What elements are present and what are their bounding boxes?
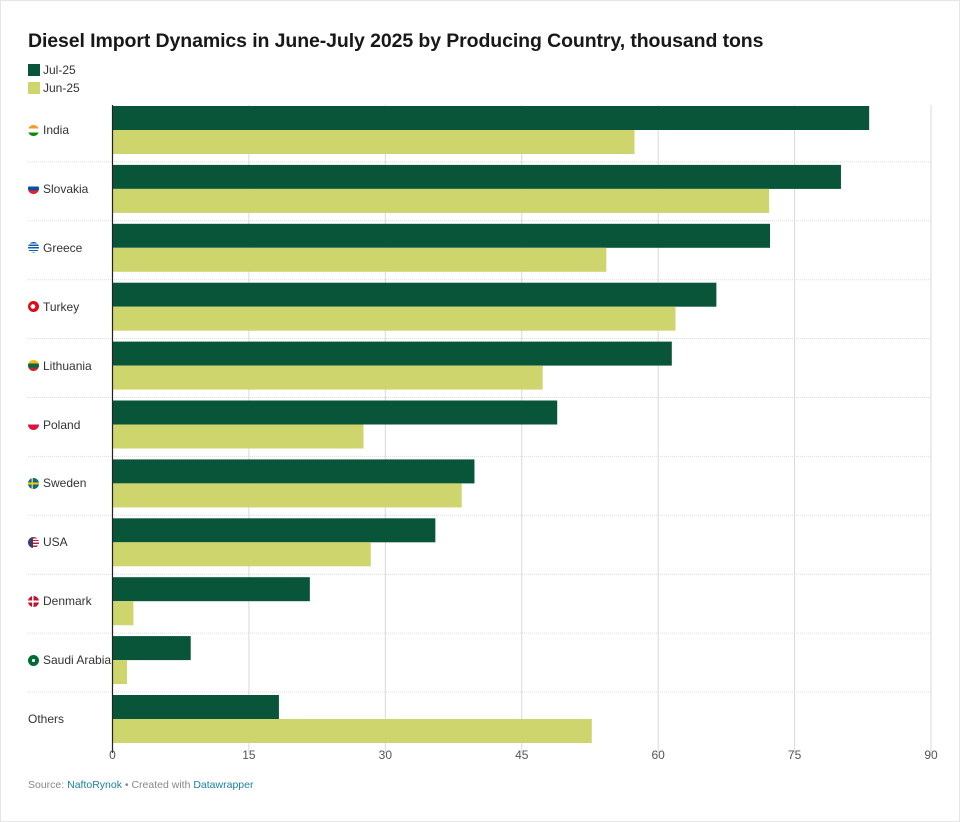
- category-label: Saudi Arabia: [28, 652, 111, 668]
- bar-jun: [112, 601, 134, 626]
- category-label: India: [28, 122, 69, 138]
- category-label: Denmark: [28, 593, 92, 609]
- legend-swatch-jul: [28, 64, 40, 76]
- bar-jun: [112, 719, 592, 743]
- category-label-text: Greece: [43, 240, 83, 255]
- turkey-flag-icon: [28, 301, 39, 313]
- bar-jul: [112, 577, 310, 602]
- category-label: Lithuania: [28, 358, 92, 374]
- lithuania-flag-icon: [28, 360, 39, 372]
- india-flag-icon: [28, 124, 39, 136]
- bar-jun: [112, 542, 371, 567]
- bar-jul: [112, 341, 672, 366]
- bar-jun: [112, 247, 607, 272]
- category-label-text: Others: [28, 712, 65, 726]
- bar-jun: [112, 483, 462, 508]
- category-label: Sweden: [28, 475, 86, 491]
- x-tick-label: 75: [787, 748, 802, 762]
- slovakia-flag-icon: [28, 183, 39, 195]
- x-tick-label: 30: [378, 748, 393, 762]
- legend-label-jun: Jun-25: [43, 81, 80, 95]
- category-label-text: Poland: [43, 417, 81, 432]
- legend-item-jul: Jul-25: [28, 61, 80, 79]
- x-tick-label: 0: [109, 748, 116, 762]
- created-with: • Created with: [121, 779, 194, 791]
- footer: Source: NaftoRynok • Created with Datawr…: [28, 779, 253, 791]
- bar-jul: [112, 223, 771, 248]
- x-tick-label: 60: [651, 748, 665, 762]
- bar-jul: [112, 518, 436, 543]
- category-label-text: Denmark: [43, 594, 92, 609]
- category-label: Greece: [28, 240, 82, 256]
- bar-jul: [112, 282, 717, 307]
- poland-flag-icon: [28, 419, 39, 430]
- category-label-text: Saudi Arabia: [43, 653, 112, 668]
- source-link[interactable]: NaftoRynok: [67, 779, 122, 791]
- bar-jun: [112, 660, 128, 685]
- bar-jun: [112, 424, 364, 449]
- category-label: Others: [28, 711, 64, 727]
- bar-jul: [112, 164, 841, 189]
- saudi-arabia-flag-icon: [28, 654, 39, 666]
- category-label-text: India: [43, 123, 70, 137]
- category-label: USA: [28, 534, 68, 550]
- legend-swatch-jun: [28, 82, 40, 94]
- legend-item-jun: Jun-25: [28, 79, 80, 97]
- source-prefix: Source:: [28, 779, 68, 791]
- x-tick-label: 90: [924, 748, 938, 762]
- bar-jul: [112, 695, 279, 719]
- category-label-text: Lithuania: [43, 358, 92, 373]
- bar-jul: [112, 459, 475, 484]
- bar-jul: [112, 106, 870, 130]
- bar-jun: [112, 365, 543, 390]
- legend-label-jul: Jul-25: [43, 63, 76, 77]
- category-label-text: Slovakia: [43, 181, 89, 196]
- legend: Jul-25 Jun-25: [28, 61, 80, 97]
- denmark-flag-icon: [28, 595, 39, 607]
- category-label: Slovakia: [28, 181, 88, 197]
- category-label-text: Turkey: [43, 299, 80, 314]
- bar-jun: [112, 188, 770, 213]
- sweden-flag-icon: [28, 477, 39, 489]
- datawrapper-link[interactable]: Datawrapper: [193, 779, 254, 791]
- bar-jul: [112, 400, 558, 425]
- bar-jun: [112, 130, 635, 154]
- chart-title: Diesel Import Dynamics in June-July 2025…: [28, 30, 764, 52]
- bar-jun: [112, 306, 676, 331]
- usa-flag-icon: [28, 536, 39, 548]
- greece-flag-icon: [28, 242, 39, 254]
- category-label-text: USA: [43, 535, 68, 550]
- x-tick-label: 15: [242, 748, 256, 762]
- category-label: Poland: [28, 417, 80, 433]
- category-label-text: Sweden: [43, 476, 87, 491]
- category-label: Turkey: [28, 299, 79, 315]
- x-tick-label: 45: [515, 748, 529, 762]
- bar-jul: [112, 636, 191, 661]
